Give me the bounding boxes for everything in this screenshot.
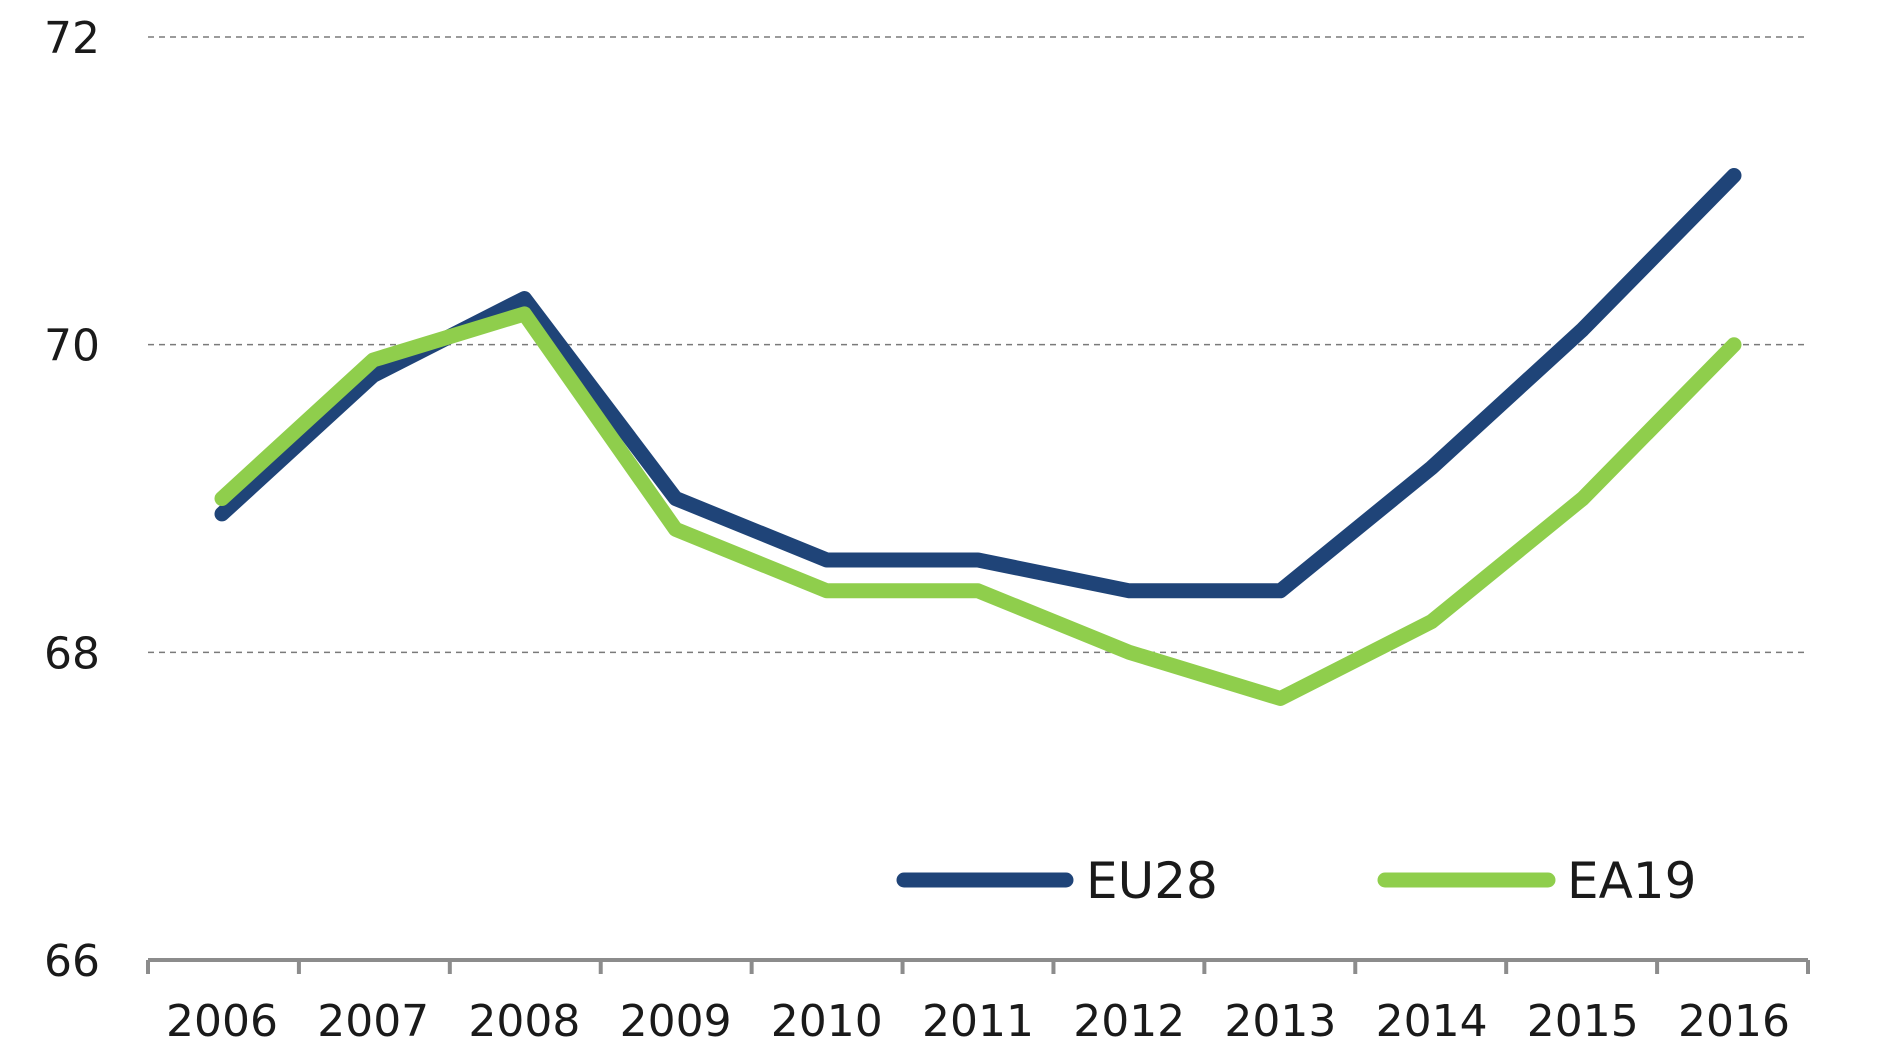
legend-label: EA19 <box>1567 852 1696 910</box>
x-tick-label: 2006 <box>166 996 278 1047</box>
x-tick-label: 2011 <box>922 996 1034 1047</box>
legend-label: EU28 <box>1086 852 1218 910</box>
x-tick-label: 2013 <box>1224 996 1336 1047</box>
x-tick-label: 2014 <box>1376 996 1488 1047</box>
series-line-ea19 <box>214 306 1742 706</box>
y-tick-label: 66 <box>44 936 100 987</box>
legend-item-eu28: EU28 <box>896 852 1218 910</box>
y-tick-label: 72 <box>44 13 100 64</box>
y-tick-label: 70 <box>44 321 100 372</box>
x-tick-label: 2009 <box>620 996 732 1047</box>
x-axis-tick-labels: 2006 2007 2008 2009 2010 2011 2012 2013 2014 2015… <box>166 996 1790 1047</box>
x-axis <box>146 958 1810 974</box>
x-tick-label: 2012 <box>1073 996 1185 1047</box>
x-tick-label: 2016 <box>1678 996 1790 1047</box>
series-lines <box>214 168 1742 706</box>
series-line-eu28 <box>214 168 1742 599</box>
legend: EU28 EA19 <box>896 852 1696 910</box>
y-tick-label: 68 <box>44 628 100 679</box>
x-tick-label: 2010 <box>771 996 883 1047</box>
legend-item-ea19: EA19 <box>1377 852 1696 910</box>
y-axis-tick-labels: 66 68 70 72 <box>44 13 100 987</box>
x-tick-label: 2007 <box>317 996 429 1047</box>
x-tick-label: 2008 <box>468 996 580 1047</box>
x-tick-label: 2015 <box>1527 996 1639 1047</box>
